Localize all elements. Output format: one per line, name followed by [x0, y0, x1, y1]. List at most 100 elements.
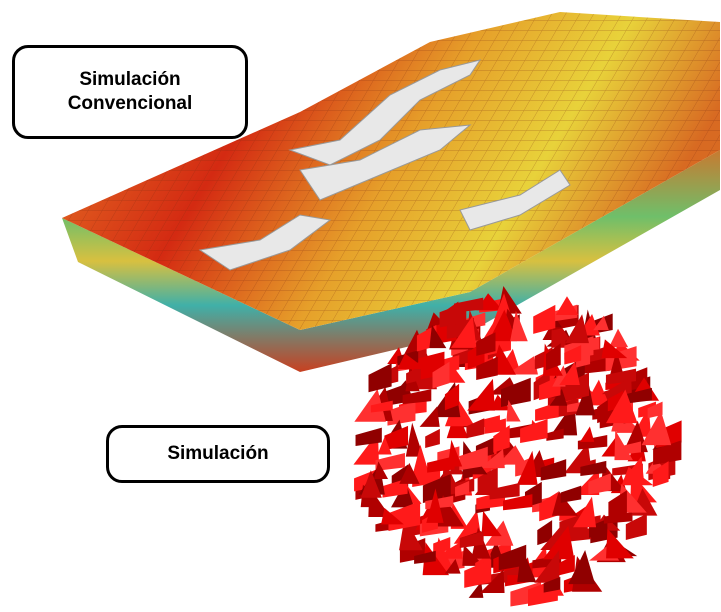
fracture: [373, 461, 389, 480]
fracture: [503, 494, 533, 511]
fracture: [565, 314, 589, 344]
fracture: [370, 400, 393, 413]
reservoir-side: [62, 150, 720, 372]
fracture: [444, 383, 460, 411]
fracture: [484, 418, 506, 434]
fracture: [399, 462, 420, 484]
fracture: [516, 450, 538, 485]
fracture: [459, 446, 488, 471]
fracture: [377, 436, 392, 455]
fracture: [603, 511, 633, 524]
fracture: [622, 456, 644, 481]
fracture-network: [353, 285, 682, 607]
reservoir-model: [62, 12, 720, 372]
label-text: Simulación: [167, 443, 269, 464]
fracture: [466, 418, 485, 439]
fracture: [474, 475, 492, 495]
fracture: [413, 444, 429, 473]
fracture: [381, 507, 404, 525]
fracture: [501, 377, 531, 407]
fracture: [546, 428, 564, 441]
fracture: [464, 559, 492, 588]
fracture: [476, 332, 496, 356]
fracture: [618, 441, 641, 456]
fracture: [425, 428, 440, 448]
fracture: [641, 410, 672, 446]
fracture: [422, 542, 450, 576]
fracture: [537, 520, 553, 546]
fracture: [601, 339, 628, 359]
fracture: [625, 387, 652, 404]
fracture: [467, 378, 495, 411]
label-box: Simulación: [106, 425, 330, 483]
fracture: [575, 379, 596, 416]
fracture: [488, 309, 518, 342]
fracture: [510, 310, 528, 342]
fracture: [355, 427, 382, 447]
fracture: [535, 401, 559, 422]
fracture: [589, 518, 608, 538]
label-box: Simulación Convencional: [12, 45, 248, 139]
fracture: [601, 377, 632, 395]
fracture: [422, 473, 451, 503]
fracture: [534, 549, 560, 583]
fracture: [609, 328, 629, 348]
fracture: [580, 460, 607, 476]
fracture: [406, 366, 421, 384]
fracture: [573, 496, 597, 528]
fracture: [625, 513, 647, 540]
fracture: [444, 558, 461, 574]
fracture: [481, 510, 502, 537]
fracture: [360, 470, 382, 498]
fracture: [384, 425, 409, 451]
fracture: [447, 439, 463, 467]
fracture: [489, 394, 512, 411]
fracture: [375, 452, 405, 471]
fracture: [520, 419, 548, 443]
fracture: [459, 531, 484, 548]
fracture: [489, 482, 520, 500]
fracture: [429, 324, 447, 349]
fracture: [354, 388, 386, 422]
fracture: [549, 388, 568, 406]
fracture: [605, 389, 638, 424]
fracture: [542, 525, 575, 560]
fracture: [588, 473, 611, 495]
fracture: [493, 425, 510, 453]
fracture: [506, 399, 521, 422]
fracture: [551, 491, 578, 516]
fracture: [543, 576, 561, 593]
fracture: [560, 485, 582, 503]
fracture: [450, 315, 477, 348]
fracture: [559, 361, 580, 385]
label-text: Convencional: [67, 93, 193, 114]
fracture: [427, 456, 455, 473]
fracture: [454, 297, 484, 313]
fracture: [433, 537, 451, 554]
fracture: [533, 304, 556, 334]
fracture: [432, 361, 450, 389]
fracture: [402, 389, 432, 405]
fracture: [498, 544, 527, 571]
fracture: [606, 528, 634, 559]
fracture: [652, 461, 669, 488]
fracture: [546, 343, 561, 371]
fracture: [653, 440, 682, 465]
fracture: [540, 459, 567, 481]
fracture: [397, 353, 426, 370]
fracture: [497, 445, 527, 465]
fracture: [608, 490, 627, 521]
fracture: [564, 345, 582, 365]
fracture: [609, 350, 624, 376]
fracture: [414, 550, 436, 564]
fracture: [568, 549, 596, 585]
fracture: [506, 356, 538, 375]
fracture: [647, 401, 663, 419]
fracture: [368, 363, 392, 393]
fracture: [579, 426, 595, 442]
fracture: [455, 480, 470, 497]
fracture: [476, 356, 498, 381]
fracture: [555, 296, 579, 315]
